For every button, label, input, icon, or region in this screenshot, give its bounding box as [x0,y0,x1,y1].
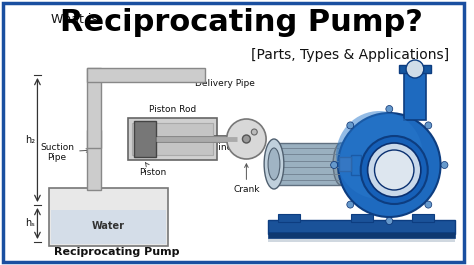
Text: Piston: Piston [139,163,166,177]
Bar [351,155,361,175]
Bar [268,238,456,242]
Text: Piston Rod: Piston Rod [149,105,196,136]
Bar [132,123,213,155]
Circle shape [425,201,432,208]
Bar [87,68,100,148]
Circle shape [361,136,428,204]
Circle shape [386,105,393,113]
Ellipse shape [266,143,282,185]
Bar [87,130,100,190]
Bar [399,65,431,73]
Bar [339,157,351,171]
Ellipse shape [268,148,280,180]
Bar [49,188,167,246]
Circle shape [227,119,266,159]
Bar [268,232,456,238]
Text: Reciprocating Pump: Reciprocating Pump [54,247,179,257]
Bar [268,220,456,234]
Ellipse shape [264,139,284,189]
Text: Reciprocating Pump?: Reciprocating Pump? [60,8,423,37]
Text: Delivery Pipe: Delivery Pipe [195,74,255,87]
Circle shape [243,135,250,143]
Text: hₛ: hₛ [26,219,36,228]
Ellipse shape [333,143,349,185]
Text: Water: Water [92,221,125,231]
Text: Cylinder: Cylinder [205,139,243,152]
Text: Crank: Crank [233,164,260,194]
Text: h₂: h₂ [26,135,36,145]
Text: What is: What is [51,13,98,26]
Circle shape [336,111,423,199]
Text: Suction
Pipe: Suction Pipe [40,143,90,162]
Circle shape [368,143,421,197]
Bar [278,214,300,222]
Text: [Parts, Types & Applications]: [Parts, Types & Applications] [251,48,449,62]
Circle shape [441,161,448,169]
Circle shape [251,129,257,135]
Circle shape [386,218,393,224]
Circle shape [347,122,354,129]
Bar [51,210,165,244]
Bar [128,118,217,160]
Circle shape [331,161,337,169]
Bar [412,214,434,222]
Bar [87,68,205,82]
Circle shape [338,113,440,217]
Circle shape [425,122,432,129]
Circle shape [347,201,354,208]
Circle shape [406,60,424,78]
Bar [351,214,373,222]
Circle shape [374,150,414,190]
Bar [404,68,426,120]
Bar [134,121,156,157]
Bar [274,143,341,185]
